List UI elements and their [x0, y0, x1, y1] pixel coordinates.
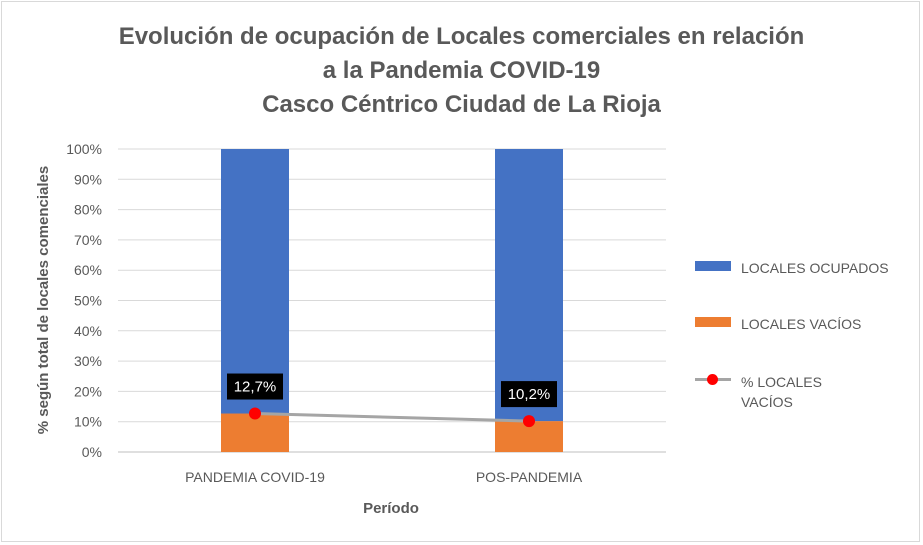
data-label: 12,7%	[234, 379, 277, 396]
gridlines	[118, 148, 666, 453]
y-tick-label: 30%	[74, 353, 102, 369]
chart-title-line-1: Evolución de ocupación de Locales comerc…	[118, 23, 805, 50]
line-point	[249, 407, 261, 420]
chart-title: Evolución de ocupación de Locales comerc…	[0, 20, 923, 122]
legend-swatch-vacios	[695, 317, 731, 327]
y-tick-label: 20%	[74, 383, 102, 399]
legend-label-ocupados: LOCALES OCUPADOS	[741, 260, 889, 276]
legend-item-pct-vacios: % LOCALES VACÍOS	[695, 372, 845, 412]
y-tick-label: 10%	[74, 414, 102, 430]
y-tick-label: 70%	[74, 232, 102, 248]
bar-segment	[495, 149, 563, 422]
data-label-box	[227, 373, 283, 400]
bar-segment	[221, 149, 289, 414]
data-label: 10,2%	[508, 386, 551, 403]
y-tick-label: 80%	[74, 202, 102, 218]
legend-label-pct-vacios: % LOCALES VACÍOS	[741, 374, 822, 410]
x-axis-title: Período	[363, 500, 419, 517]
x-axis-categories: PANDEMIA COVID-19 POS-PANDEMIA	[185, 469, 583, 485]
y-tick-label: 100%	[66, 141, 102, 157]
legend-label-vacios: LOCALES VACÍOS	[741, 316, 862, 332]
line-point	[523, 415, 535, 428]
bar-segment	[221, 413, 289, 452]
legend-swatch-ocupados	[695, 261, 731, 271]
legend-item-ocupados: LOCALES OCUPADOS	[695, 258, 889, 278]
line-series: 12,7% 10,2%	[227, 373, 557, 428]
y-axis-title: % según total de locales comenciales	[35, 166, 52, 434]
y-tick-label: 0%	[82, 444, 102, 460]
x-tick-label: PANDEMIA COVID-19	[185, 469, 325, 485]
y-tick-label: 60%	[74, 262, 102, 278]
chart-title-line-2: a la Pandemia COVID-19	[322, 57, 601, 84]
y-axis-ticks: 0% 10% 20% 30% 40% 50% 60% 70% 80% 90% 100%	[66, 141, 102, 460]
data-label-box	[501, 381, 557, 408]
y-tick-label: 50%	[74, 293, 102, 309]
series-line	[254, 412, 530, 423]
chart-title-line-3: Casco Céntrico Ciudad de La Rioja	[262, 91, 661, 118]
x-tick-label: POS-PANDEMIA	[476, 469, 583, 485]
y-tick-label: 90%	[74, 171, 102, 187]
legend-swatch-pct-vacios	[695, 372, 731, 388]
legend-item-vacios: LOCALES VACÍOS	[695, 314, 861, 334]
y-tick-label: 40%	[74, 323, 102, 339]
